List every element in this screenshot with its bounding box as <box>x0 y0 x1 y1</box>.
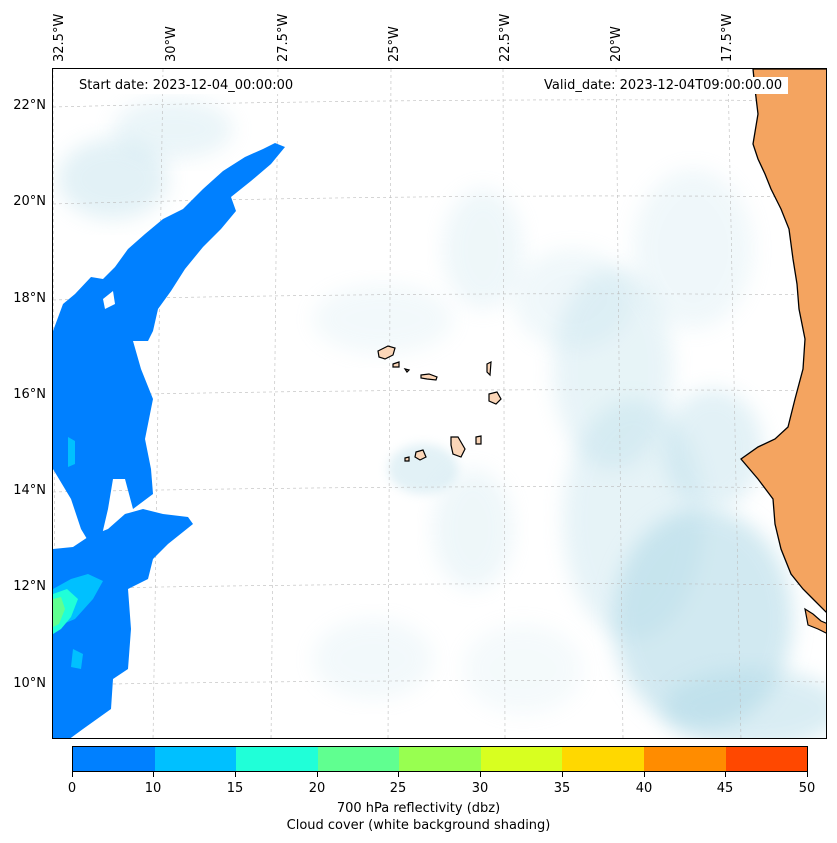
colorbar-tickmark <box>644 772 645 777</box>
reflectivity-layer <box>53 143 285 738</box>
cloud-cover-layer <box>58 99 826 738</box>
lat-label-20n: 20°N <box>13 194 46 209</box>
start-date-label: Start date: 2023-12-04_00:00:00 <box>73 77 300 94</box>
colorbar-swatch-4 <box>399 747 481 771</box>
island-sal <box>486 360 492 377</box>
reflectivity-gap-1 <box>103 291 115 309</box>
colorbar-tick-15: 15 <box>226 781 244 796</box>
island-santa-luzia <box>403 368 411 373</box>
lon-label-32-5w: 32.5°W <box>52 13 67 62</box>
colorbar-tickmark <box>807 772 808 777</box>
lon-label-20w: 20°W <box>609 26 624 62</box>
colorbar-swatch-5 <box>480 747 563 771</box>
lon-label-30w: 30°W <box>164 26 179 62</box>
colorbar-tick-40: 40 <box>635 781 653 796</box>
lon-label-17-5w: 17.5°W <box>720 13 735 62</box>
island-brava <box>404 456 410 462</box>
lat-label-14n: 14°N <box>13 483 46 498</box>
colorbar-tick-50: 50 <box>798 781 816 796</box>
island-fogo <box>414 449 427 461</box>
lat-label-22n: 22°N <box>13 98 46 113</box>
island-sao-nicolau <box>420 373 438 381</box>
lon-label-22-5w: 22.5°W <box>498 13 513 62</box>
island-santo-antao <box>377 345 396 360</box>
cape-verde-islands <box>377 345 502 462</box>
colorbar-swatch-3 <box>317 747 400 771</box>
colorbar-swatch-1 <box>154 747 237 771</box>
colorbar-tick-30: 30 <box>471 781 489 796</box>
lat-label-12n: 12°N <box>13 579 46 594</box>
island-boa-vista <box>488 391 502 405</box>
colorbar-swatch-2 <box>236 747 318 771</box>
island-maio <box>475 435 482 445</box>
reflectivity-band-north-mid <box>68 437 75 467</box>
colorbar-tickmark <box>72 772 73 777</box>
lon-label-25w: 25°W <box>387 26 402 62</box>
colorbar-tickmark <box>317 772 318 777</box>
lat-label-16n: 16°N <box>13 387 46 402</box>
reflectivity-band-south-mid-2 <box>71 649 83 669</box>
lon-label-27-5w: 27.5°W <box>276 13 291 62</box>
colorbar-swatch-0 <box>73 747 155 771</box>
island-santiago <box>450 436 466 458</box>
colorbar-swatch-6 <box>562 747 644 771</box>
map-frame[interactable] <box>52 68 827 739</box>
colorbar-tickmark <box>480 772 481 777</box>
colorbar-swatch-7 <box>643 747 726 771</box>
valid-date-label: Valid_date: 2023-12-04T09:00:00.00 <box>538 77 789 94</box>
africa-coast-detail <box>804 607 826 634</box>
reflectivity-band-south <box>53 509 193 738</box>
colorbar-tickmark <box>725 772 726 777</box>
colorbar-tick-45: 45 <box>716 781 734 796</box>
colorbar-tickmark <box>153 772 154 777</box>
colorbar-sublabel: Cloud cover (white background shading) <box>286 818 551 833</box>
colorbar-tick-0: 0 <box>67 781 77 796</box>
colorbar <box>72 746 808 772</box>
africa-landmass <box>740 69 826 613</box>
lat-label-10n: 10°N <box>13 676 46 691</box>
colorbar-tick-25: 25 <box>389 781 407 796</box>
colorbar-tickmark <box>235 772 236 777</box>
reflectivity-band-south-peak <box>53 597 65 627</box>
colorbar-swatch-8 <box>725 747 808 771</box>
map-canvas <box>53 69 826 738</box>
colorbar-tickmark <box>562 772 563 777</box>
colorbar-label: 700 hPa reflectivity (dbz) <box>336 801 501 816</box>
colorbar-tick-10: 10 <box>144 781 162 796</box>
colorbar-tick-35: 35 <box>553 781 571 796</box>
colorbar-tickmark <box>398 772 399 777</box>
reflectivity-band-north <box>53 143 285 549</box>
island-sao-vicente <box>392 361 400 368</box>
lat-label-18n: 18°N <box>13 291 46 306</box>
colorbar-tick-20: 20 <box>308 781 326 796</box>
